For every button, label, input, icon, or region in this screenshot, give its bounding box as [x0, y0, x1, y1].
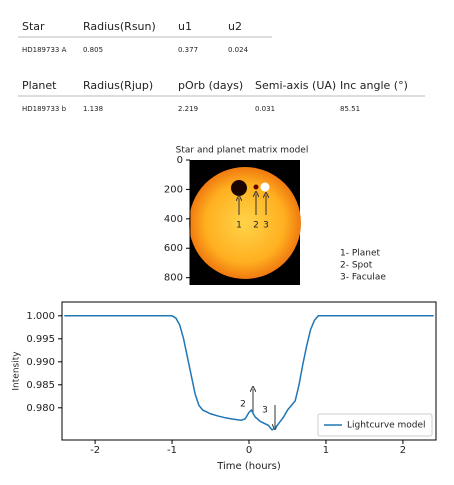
annotation: 1	[236, 221, 242, 231]
y-tick-label: 200	[164, 184, 183, 195]
table-header: Planet	[22, 79, 57, 92]
table-cell: 0.031	[255, 105, 275, 113]
y-tick-label: 0.995	[26, 334, 55, 345]
page: Star Radius(Rsun) u1 u2 HD189733 A 0.805 0.377…	[0, 0, 454, 481]
table-cell: HD189733 A	[22, 46, 67, 54]
table-cell: 85.51	[340, 105, 360, 113]
legend-label: Lightcurve model	[347, 421, 426, 431]
table-cell: 0.024	[228, 46, 249, 54]
annotation: 2	[240, 400, 246, 410]
y-tick-label: 0	[177, 155, 183, 166]
y-tick-label: 1.000	[26, 311, 55, 322]
table-cell: HD189733 b	[22, 105, 67, 113]
x-axis-label: Time (hours)	[216, 461, 281, 472]
planet	[231, 180, 247, 196]
table-cell: 0.805	[83, 46, 103, 54]
table-header: Star	[22, 20, 45, 33]
x-tick-label: 1	[323, 445, 329, 456]
table-header: Radius(Rjup)	[83, 79, 153, 92]
legend-text: 3- Faculae	[340, 273, 386, 283]
legend-text: 1- Planet	[340, 249, 381, 259]
table-header: Inc angle (°)	[340, 79, 408, 92]
table-header: Semi-axis (UA)	[255, 79, 336, 92]
chart-title: Star and planet matrix model	[176, 146, 309, 156]
table-header: Radius(Rsun)	[83, 20, 156, 33]
table-cell: 1.138	[83, 105, 103, 113]
x-tick-label: -1	[167, 445, 177, 456]
legend-text: 2- Spot	[340, 261, 373, 271]
y-tick-label: 0.980	[26, 403, 55, 414]
x-tick-label: -2	[90, 445, 100, 456]
y-axis-label: Intensity	[12, 351, 22, 391]
y-tick-label: 600	[164, 243, 183, 254]
table-cell: 2.219	[178, 105, 198, 113]
faculae	[261, 183, 270, 192]
y-tick-label: 0.985	[26, 380, 55, 391]
table-header: pOrb (days)	[178, 79, 243, 92]
y-tick-label: 0.990	[26, 357, 55, 368]
table-header: u1	[178, 20, 192, 33]
spot	[254, 185, 259, 190]
annotation: 3	[262, 406, 268, 416]
y-tick-label: 400	[164, 214, 183, 225]
x-tick-label: 2	[400, 445, 406, 456]
annotation: 2	[253, 221, 259, 231]
y-tick-label: 800	[164, 273, 183, 284]
x-tick-label: 0	[246, 445, 252, 456]
table-header: u2	[228, 20, 242, 33]
annotation: 3	[263, 221, 269, 231]
line-series	[64, 316, 433, 430]
table-cell: 0.377	[178, 46, 198, 54]
